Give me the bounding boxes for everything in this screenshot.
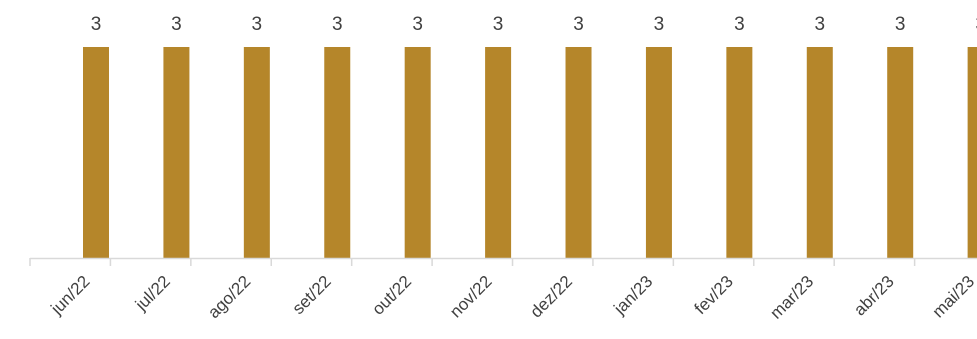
- x-tick-label-jan/23: jan/23: [610, 272, 657, 319]
- bar-out/22: [404, 47, 431, 258]
- bar-ago/22: [243, 47, 270, 258]
- value-label-mai/23: 3: [975, 14, 977, 35]
- bar-mar/23: [806, 47, 833, 258]
- x-tick-label-mai/23: mai/23: [929, 272, 977, 322]
- x-tick-label-fev/23: fev/23: [691, 272, 737, 318]
- value-label-fev/23: 3: [734, 14, 745, 35]
- bar-jan/23: [645, 47, 672, 258]
- bar-jul/22: [163, 47, 190, 258]
- value-label-ago/22: 3: [252, 14, 263, 35]
- x-tick-label-set/22: set/22: [289, 272, 335, 318]
- bar-dez/22: [565, 47, 592, 258]
- bar-set/22: [324, 47, 351, 258]
- bar-abr/23: [887, 47, 914, 258]
- value-label-set/22: 3: [332, 14, 343, 35]
- x-tick-label-nov/22: nov/22: [446, 272, 496, 322]
- x-tick-label-dez/22: dez/22: [527, 272, 577, 322]
- bars-layer: [83, 47, 977, 258]
- value-label-mar/23: 3: [814, 14, 825, 35]
- value-label-dez/22: 3: [573, 14, 584, 35]
- value-label-jan/23: 3: [654, 14, 665, 35]
- x-axis-ticks: [29, 258, 916, 266]
- value-label-jul/22: 3: [171, 14, 182, 35]
- bar-nov/22: [485, 47, 512, 258]
- value-label-abr/23: 3: [895, 14, 906, 35]
- value-label-nov/22: 3: [493, 14, 504, 35]
- x-tick-label-jun/22: jun/22: [47, 272, 94, 319]
- x-tick-label-out/22: out/22: [368, 272, 415, 319]
- bar-fev/23: [726, 47, 753, 258]
- value-labels-layer: 3333333333333: [91, 14, 977, 35]
- x-tick-label-mar/23: mar/23: [766, 272, 817, 323]
- value-label-out/22: 3: [412, 14, 423, 35]
- bar-jun/22: [83, 47, 109, 258]
- x-tick-label-jul/22: jul/22: [131, 272, 174, 315]
- bar-mai/23: [967, 47, 977, 258]
- x-tick-label-ago/22: ago/22: [204, 272, 254, 322]
- x-tick-label-abr/23: abr/23: [850, 272, 898, 320]
- value-label-jun/22: 3: [91, 14, 102, 35]
- x-axis-tick-labels: jun/22 jul/22 ago/22 set/22 out/22 nov/22 dez/…: [47, 272, 977, 323]
